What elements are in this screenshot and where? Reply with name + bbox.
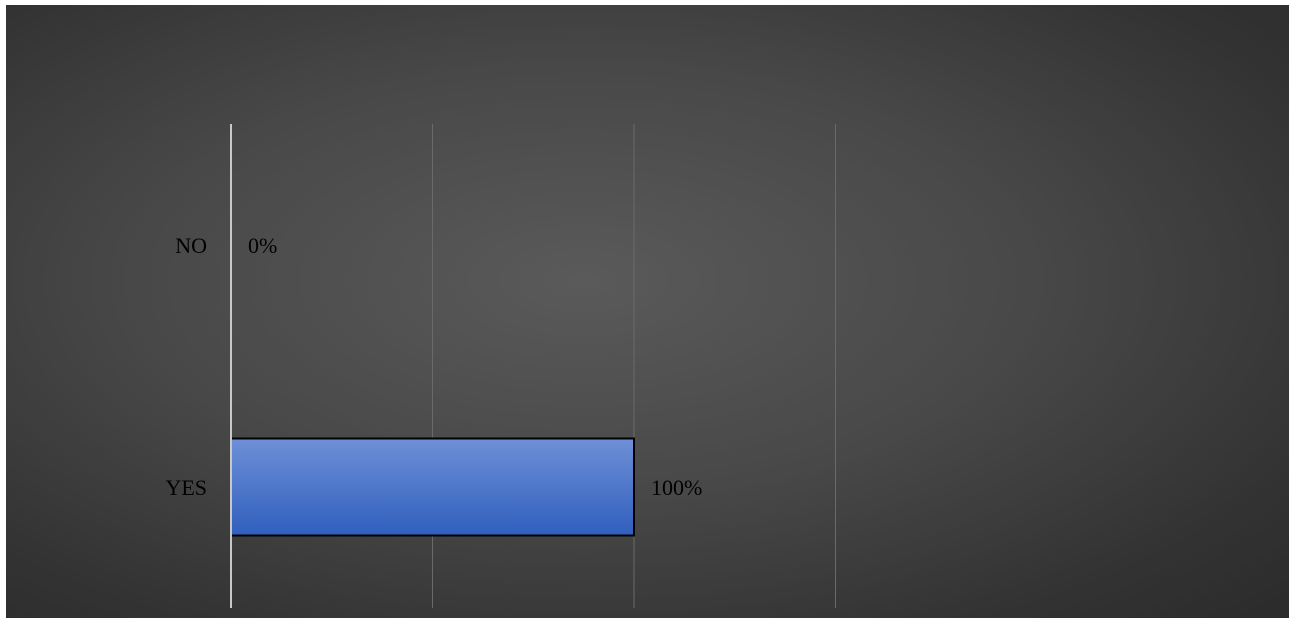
category-label-yes: YES: [165, 475, 207, 500]
bar-yes: [230, 437, 635, 537]
category-label-no: NO: [175, 233, 207, 258]
labels: NO 0% YES 100%: [165, 233, 702, 500]
data-label-yes: 100%: [651, 475, 702, 500]
bars: [230, 437, 635, 537]
data-label-no: 0%: [248, 233, 277, 258]
bar-chart: NO 0% YES 100%: [165, 124, 836, 608]
chart-area: NO 0% YES 100%: [6, 5, 1289, 618]
